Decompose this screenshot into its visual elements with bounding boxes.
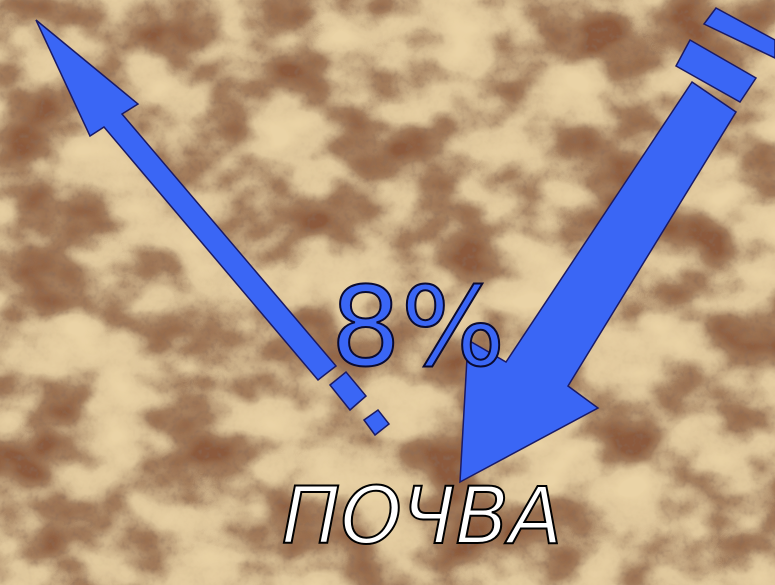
caption: ПОЧВА [282, 472, 562, 562]
arrow-dash [328, 370, 368, 412]
arrow-stripe [674, 38, 758, 103]
left-arrow [35, 19, 391, 437]
arrow-dash [362, 408, 391, 437]
arrow-stripe [702, 7, 775, 59]
percent-label: 8% [331, 263, 506, 391]
arrow-body [35, 19, 338, 382]
arrow-body [459, 80, 738, 484]
right-arrow [459, 7, 775, 484]
